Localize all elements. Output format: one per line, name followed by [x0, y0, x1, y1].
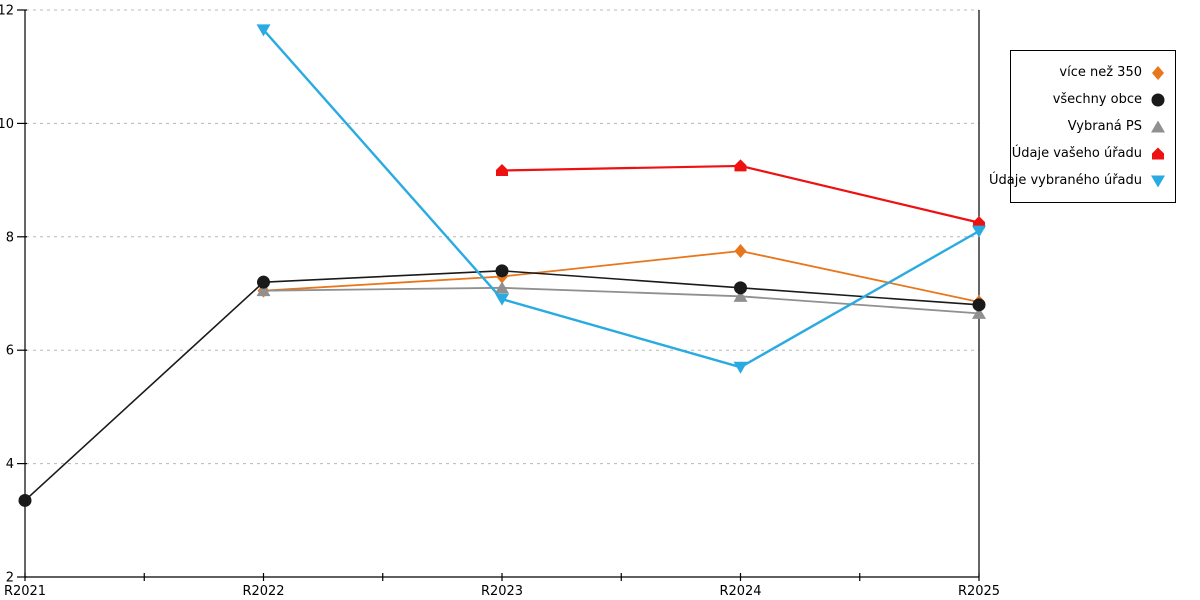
pentagon-up-marker [734, 159, 747, 172]
triangle-up-marker [1151, 120, 1165, 133]
series-3 [496, 159, 985, 229]
y-tick-label: 10 [0, 117, 14, 132]
legend-item-0: více než 350 [1059, 65, 1167, 80]
triangle-up-marker [495, 281, 509, 294]
y-tick-label: 12 [0, 4, 14, 19]
legend-item-3: Údaje vašeho úřadu [1012, 146, 1167, 161]
x-tick-label: R2025 [958, 584, 1000, 599]
triangle-down-marker [495, 293, 509, 306]
pentagon-up-icon [1152, 147, 1164, 160]
legend-label: Údaje vašeho úřadu [1011, 146, 1142, 161]
series-line [262, 29, 980, 369]
pentagon-up-marker [973, 216, 985, 229]
x-tick-label: R2024 [719, 584, 761, 599]
legend-item-2: Vybraná PS [1068, 119, 1167, 134]
diamond-marker [1152, 66, 1164, 80]
triangle-down-marker [1151, 175, 1165, 188]
triangle-down-marker [972, 225, 986, 238]
y-tick-label: 4 [6, 457, 14, 472]
pentagon-up-marker [1152, 147, 1164, 160]
diamond-marker [734, 243, 747, 258]
diamond-icon [1152, 66, 1164, 80]
triangle-down-marker [256, 24, 271, 37]
circle-marker [972, 298, 986, 312]
circle-marker [257, 275, 270, 289]
pentagon-up-marker [496, 163, 508, 176]
series-1 [18, 264, 986, 507]
series-line [501, 164, 980, 224]
circle-marker [1151, 93, 1165, 107]
y-tick-label: 8 [6, 230, 14, 245]
y-tick-label: 2 [6, 571, 14, 586]
circle-icon [1151, 93, 1165, 107]
triangle-down-icon [1151, 175, 1165, 188]
legend-item-4: Údaje vybraného úřadu [989, 173, 1167, 188]
legend-label: všechny obce [1052, 92, 1142, 107]
legend: více než 350 všechny obce Vybraná PS Údaje … [989, 50, 1176, 203]
triangle-down-marker [733, 361, 748, 374]
x-tick-label: R2022 [242, 584, 284, 599]
circle-marker [18, 493, 32, 507]
y-tick-label: 6 [6, 344, 14, 359]
circle-marker [495, 264, 509, 278]
legend-label: Údaje vybraného úřadu [988, 173, 1142, 188]
series-2 [256, 281, 986, 319]
legend-label: Vybraná PS [1067, 119, 1142, 134]
circle-marker [734, 281, 747, 295]
triangle-up-marker [733, 289, 748, 302]
triangle-up-marker [972, 306, 986, 319]
triangle-up-icon [1151, 120, 1165, 133]
series-line [263, 250, 980, 303]
x-tick-label: R2021 [4, 584, 46, 599]
triangle-up-marker [256, 284, 271, 297]
series-line [263, 286, 980, 315]
x-tick-label: R2023 [481, 584, 523, 599]
series-4 [256, 24, 986, 374]
legend-label: více než 350 [1059, 65, 1142, 80]
legend-item-1: všechny obce [1053, 92, 1167, 107]
